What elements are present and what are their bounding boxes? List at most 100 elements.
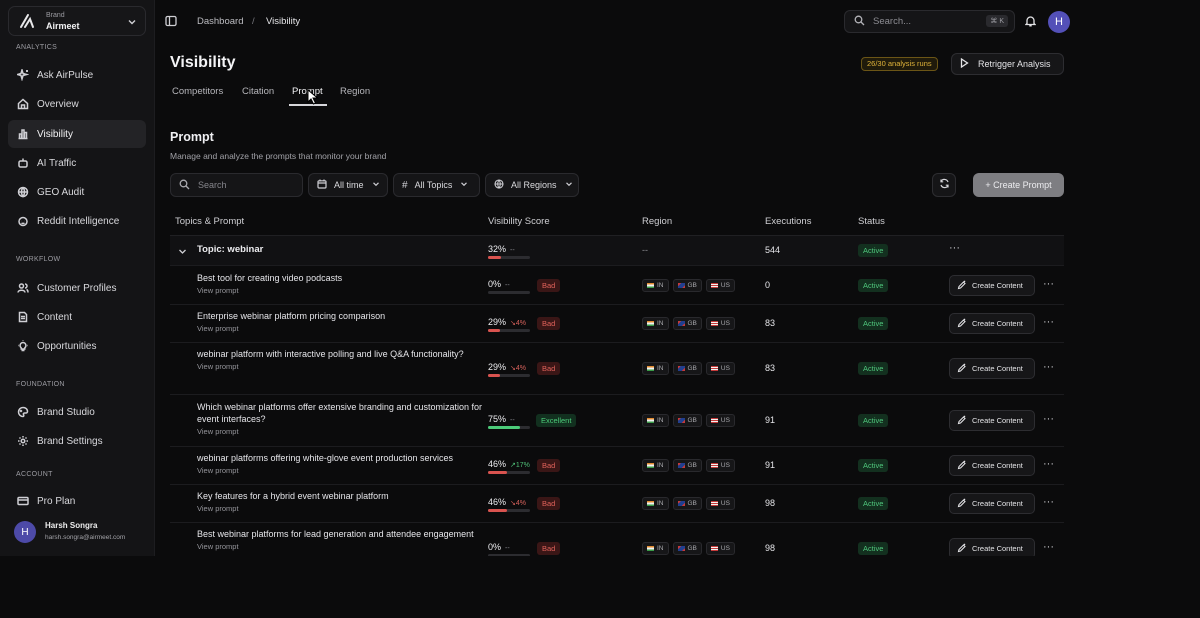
- score-rating-badge: Bad: [537, 497, 561, 510]
- users-icon: [17, 282, 29, 294]
- topic-filter-dropdown[interactable]: # All Topics: [393, 173, 480, 197]
- region-chip-gb: GB: [672, 497, 702, 510]
- view-prompt-link[interactable]: View prompt: [197, 466, 239, 475]
- table-row[interactable]: Best tool for creating video podcasts Vi…: [170, 267, 1064, 305]
- chevron-down-icon[interactable]: [178, 245, 187, 259]
- score-cell: 0% --: [488, 539, 510, 553]
- sidebar-item-opportunities[interactable]: Opportunities: [8, 332, 146, 360]
- region-chip-us: US: [705, 362, 735, 375]
- sidebar-item-brand-studio[interactable]: Brand Studio: [8, 398, 146, 426]
- topic-row[interactable]: Topic: webinar 32% -- -- 544 Active ···: [170, 236, 1064, 266]
- more-options-icon[interactable]: ···: [1043, 278, 1054, 290]
- region-chip-gb: GB: [672, 317, 702, 330]
- more-options-icon[interactable]: ···: [1043, 413, 1054, 425]
- column-header-visibility-score[interactable]: Visibility Score: [488, 216, 550, 227]
- retrigger-analysis-button[interactable]: Retrigger Analysis: [951, 53, 1064, 75]
- region-chips: IN GB US: [642, 279, 735, 292]
- score-percent: 32%: [488, 244, 507, 254]
- column-header-topics[interactable]: Topics & Prompt: [175, 216, 245, 227]
- view-prompt-link[interactable]: View prompt: [197, 362, 239, 371]
- tab-region[interactable]: Region: [340, 86, 371, 97]
- sidebar-item-ask-airpulse[interactable]: Ask AirPulse: [8, 61, 146, 89]
- region-chip-us: US: [705, 279, 735, 292]
- table-row[interactable]: Enterprise webinar platform pricing comp…: [170, 305, 1064, 343]
- tab-competitors[interactable]: Competitors: [172, 86, 224, 97]
- score-trend: ↗17%: [510, 462, 530, 469]
- table-row[interactable]: Key features for a hybrid event webinar …: [170, 485, 1064, 523]
- sidebar-item-brand-settings[interactable]: Brand Settings: [8, 427, 146, 455]
- brand-switcher[interactable]: Brand Airmeet: [8, 6, 146, 36]
- search-icon: [854, 15, 865, 29]
- region-chip-in: IN: [642, 317, 669, 330]
- sidebar-item-geo-audit[interactable]: GEO Audit: [8, 178, 146, 206]
- table-row[interactable]: Which webinar platforms offer extensive …: [170, 395, 1064, 447]
- more-options-icon[interactable]: ···: [1043, 496, 1054, 508]
- avatar[interactable]: H: [1048, 11, 1070, 33]
- sidebar-item-ai-traffic[interactable]: AI Traffic: [8, 149, 146, 177]
- create-prompt-button[interactable]: + Create Prompt: [973, 173, 1064, 197]
- status-badge: Active: [858, 362, 889, 375]
- score-percent: 0%: [488, 542, 502, 552]
- global-search-input[interactable]: Search... ⌘ K: [844, 10, 1015, 33]
- view-prompt-link[interactable]: View prompt: [197, 427, 239, 436]
- create-content-button[interactable]: Create Content: [949, 313, 1035, 334]
- table-row[interactable]: webinar platform with interactive pollin…: [170, 343, 1064, 395]
- column-header-executions[interactable]: Executions: [765, 216, 812, 227]
- table-row[interactable]: webinar platforms offering white-glove e…: [170, 447, 1064, 485]
- tab-citation[interactable]: Citation: [242, 86, 275, 97]
- create-content-button[interactable]: Create Content: [949, 538, 1035, 556]
- view-prompt-link[interactable]: View prompt: [197, 504, 239, 513]
- bar-chart-icon: [17, 128, 29, 140]
- executions-value: 98: [765, 498, 776, 508]
- view-prompt-link[interactable]: View prompt: [197, 542, 239, 551]
- sidebar-item-label: Pro Plan: [37, 495, 76, 507]
- create-content-button[interactable]: Create Content: [949, 455, 1035, 476]
- score-bar-fill: [488, 329, 501, 332]
- create-content-button[interactable]: Create Content: [949, 493, 1035, 514]
- score-bar: [488, 329, 530, 332]
- more-options-icon[interactable]: ···: [1043, 458, 1054, 470]
- more-options-icon[interactable]: ···: [1043, 541, 1054, 553]
- refresh-button[interactable]: [932, 173, 956, 197]
- sidebar-item-pro-plan[interactable]: Pro Plan: [8, 487, 146, 515]
- create-content-button[interactable]: Create Content: [949, 275, 1035, 296]
- sidebar-toggle-icon[interactable]: [165, 15, 177, 27]
- sidebar-item-overview[interactable]: Overview: [8, 90, 146, 118]
- score-percent: 46%: [488, 459, 507, 469]
- create-content-label: Create Content: [972, 461, 1023, 470]
- more-options-icon[interactable]: ···: [1043, 361, 1054, 373]
- time-filter-dropdown[interactable]: All time: [308, 173, 388, 197]
- score-bar: [488, 291, 530, 294]
- sidebar-item-label: Opportunities: [37, 340, 97, 352]
- column-header-region[interactable]: Region: [642, 216, 673, 227]
- prompt-cell: Best tool for creating video podcasts Vi…: [197, 272, 482, 297]
- sidebar-item-content[interactable]: Content: [8, 303, 146, 331]
- breadcrumb-dashboard[interactable]: Dashboard: [197, 16, 244, 27]
- score-bar: [488, 374, 530, 377]
- more-options-icon[interactable]: ···: [949, 242, 960, 254]
- score-rating-badge: Bad: [537, 362, 561, 375]
- sidebar-item-reddit-intelligence[interactable]: Reddit Intelligence: [8, 207, 146, 235]
- sidebar-item-customer-profiles[interactable]: Customer Profiles: [8, 274, 146, 302]
- region-chip-in: IN: [642, 362, 669, 375]
- bell-icon[interactable]: [1024, 15, 1037, 30]
- tab-prompt[interactable]: Prompt: [292, 86, 323, 97]
- score-bar-fill: [488, 471, 508, 474]
- prompt-search-input[interactable]: Search: [170, 173, 303, 197]
- user-profile[interactable]: H Harsh Songra harsh.songra@airmeet.com: [14, 520, 125, 544]
- us-flag-icon: [710, 283, 718, 288]
- table-row[interactable]: Best webinar platforms for lead generati…: [170, 523, 1064, 556]
- sidebar-item-visibility[interactable]: Visibility: [8, 120, 146, 148]
- sidebar-item-label: Ask AirPulse: [37, 69, 94, 81]
- region-code: GB: [687, 282, 697, 289]
- region-filter-dropdown[interactable]: All Regions: [485, 173, 579, 197]
- column-header-status[interactable]: Status: [858, 216, 885, 227]
- view-prompt-link[interactable]: View prompt: [197, 324, 239, 333]
- more-options-icon[interactable]: ···: [1043, 316, 1054, 328]
- region-chips: IN GB US: [642, 414, 735, 427]
- view-prompt-link[interactable]: View prompt: [197, 286, 239, 295]
- create-content-button[interactable]: Create Content: [949, 410, 1035, 431]
- us-flag-icon: [710, 366, 718, 371]
- create-content-button[interactable]: Create Content: [949, 358, 1035, 379]
- region-chip-us: US: [705, 414, 735, 427]
